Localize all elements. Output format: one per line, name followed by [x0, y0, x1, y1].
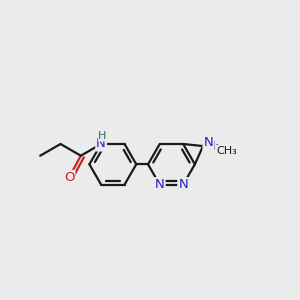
Text: N: N	[155, 178, 165, 191]
Text: H: H	[98, 131, 107, 141]
Text: N: N	[206, 140, 215, 153]
Text: CH₃: CH₃	[216, 146, 237, 156]
Text: N: N	[203, 136, 213, 149]
Text: O: O	[64, 171, 74, 184]
Text: N: N	[178, 178, 188, 191]
Text: N: N	[96, 137, 106, 151]
